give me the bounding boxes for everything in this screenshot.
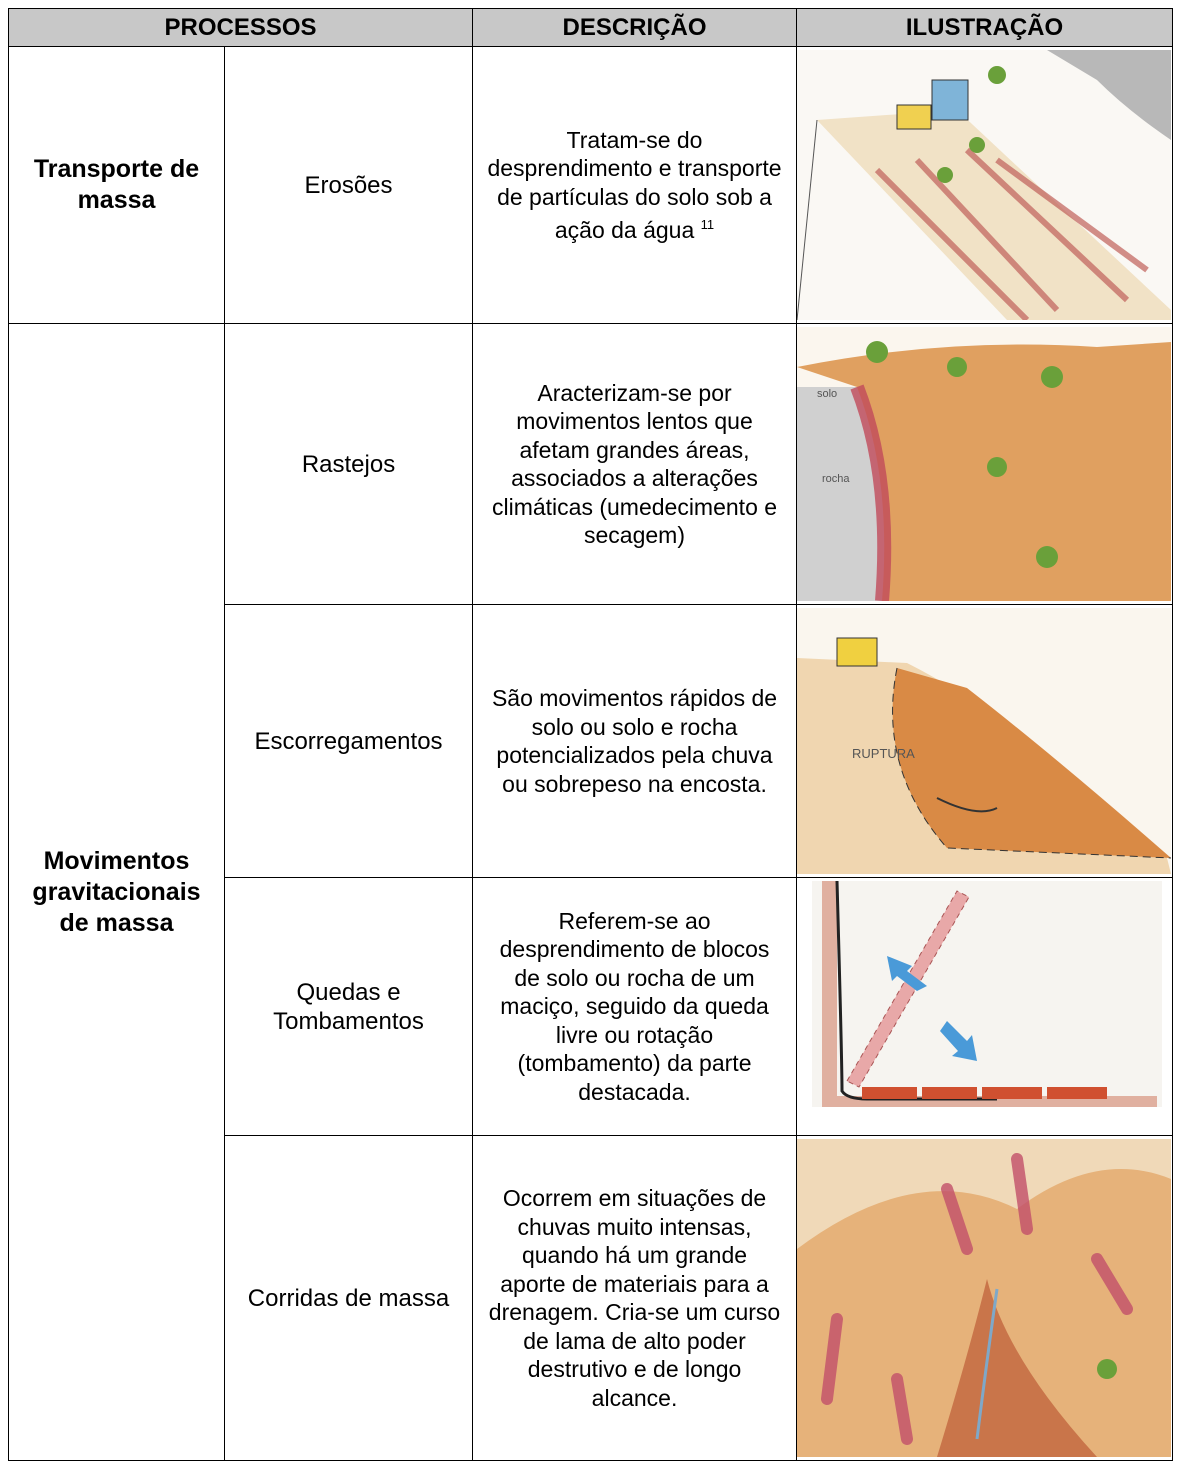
illustration-label: solo — [817, 388, 837, 400]
description: Referem-se ao desprendimento de blocos d… — [472, 877, 798, 1136]
landslide-drawing: RUPTURA — [797, 608, 1172, 874]
illustration — [796, 1135, 1174, 1461]
debris-flow-drawing — [797, 1139, 1172, 1457]
description: Tratam-se do desprendimento e transporte… — [472, 46, 798, 324]
description: São movimentos rápidos de solo ou solo e… — [472, 604, 798, 878]
header: ILUSTRAÇÃO — [796, 8, 1174, 47]
process-table: PROCESSOS DESCRIÇÃO ILUSTRAÇÃO Transport… — [7, 8, 1174, 1461]
illustration — [796, 46, 1174, 324]
description-text: Tratam-se do desprendimento e transporte… — [487, 126, 782, 244]
group-label: Transporte de massa — [8, 46, 225, 324]
illustration-label: RUPTURA — [852, 746, 915, 761]
rockfall-drawing — [812, 881, 1163, 1107]
process: Escorregamentos — [223, 604, 474, 878]
row: Escorregamentos São movimentos rápidos d… — [9, 604, 1174, 878]
description: Aracterizam-se por movimentos lentos que… — [472, 323, 798, 605]
process: Quedas e Tombamentos — [223, 877, 474, 1136]
header: DESCRIÇÃO — [472, 8, 798, 47]
erosion-drawing — [797, 50, 1172, 320]
process: Rastejos — [223, 323, 474, 605]
process: Corridas de massa — [223, 1135, 474, 1461]
footnote: 11 — [700, 217, 715, 232]
illustration-label: rocha — [822, 473, 850, 485]
row: Quedas e Tombamentos Referem-se ao despr… — [9, 877, 1174, 1136]
illustration: RUPTURA — [796, 604, 1174, 878]
group-label: Movimentos gravitacionais de massa — [8, 323, 225, 1461]
header: PROCESSOS — [7, 8, 474, 47]
creep-drawing: solo rocha — [797, 327, 1172, 601]
description: Ocorrem em situações de chuvas muito int… — [472, 1135, 798, 1461]
process: Erosões — [223, 46, 474, 324]
illustration — [796, 877, 1174, 1136]
header-row: PROCESSOS DESCRIÇÃO ILUSTRAÇÃO — [7, 8, 1174, 47]
row: Movimentos gravitacionais de massa Raste… — [8, 323, 1174, 1461]
row: Transporte de massa Erosões Tratam-se do… — [8, 46, 1174, 324]
row: Corridas de massa Ocorrem em situações d… — [9, 1135, 1174, 1461]
illustration: solo rocha — [796, 323, 1174, 605]
